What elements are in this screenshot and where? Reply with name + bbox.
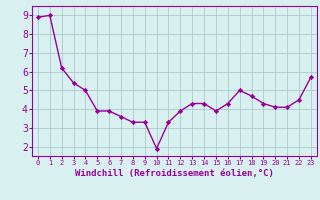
X-axis label: Windchill (Refroidissement éolien,°C): Windchill (Refroidissement éolien,°C) [75,169,274,178]
